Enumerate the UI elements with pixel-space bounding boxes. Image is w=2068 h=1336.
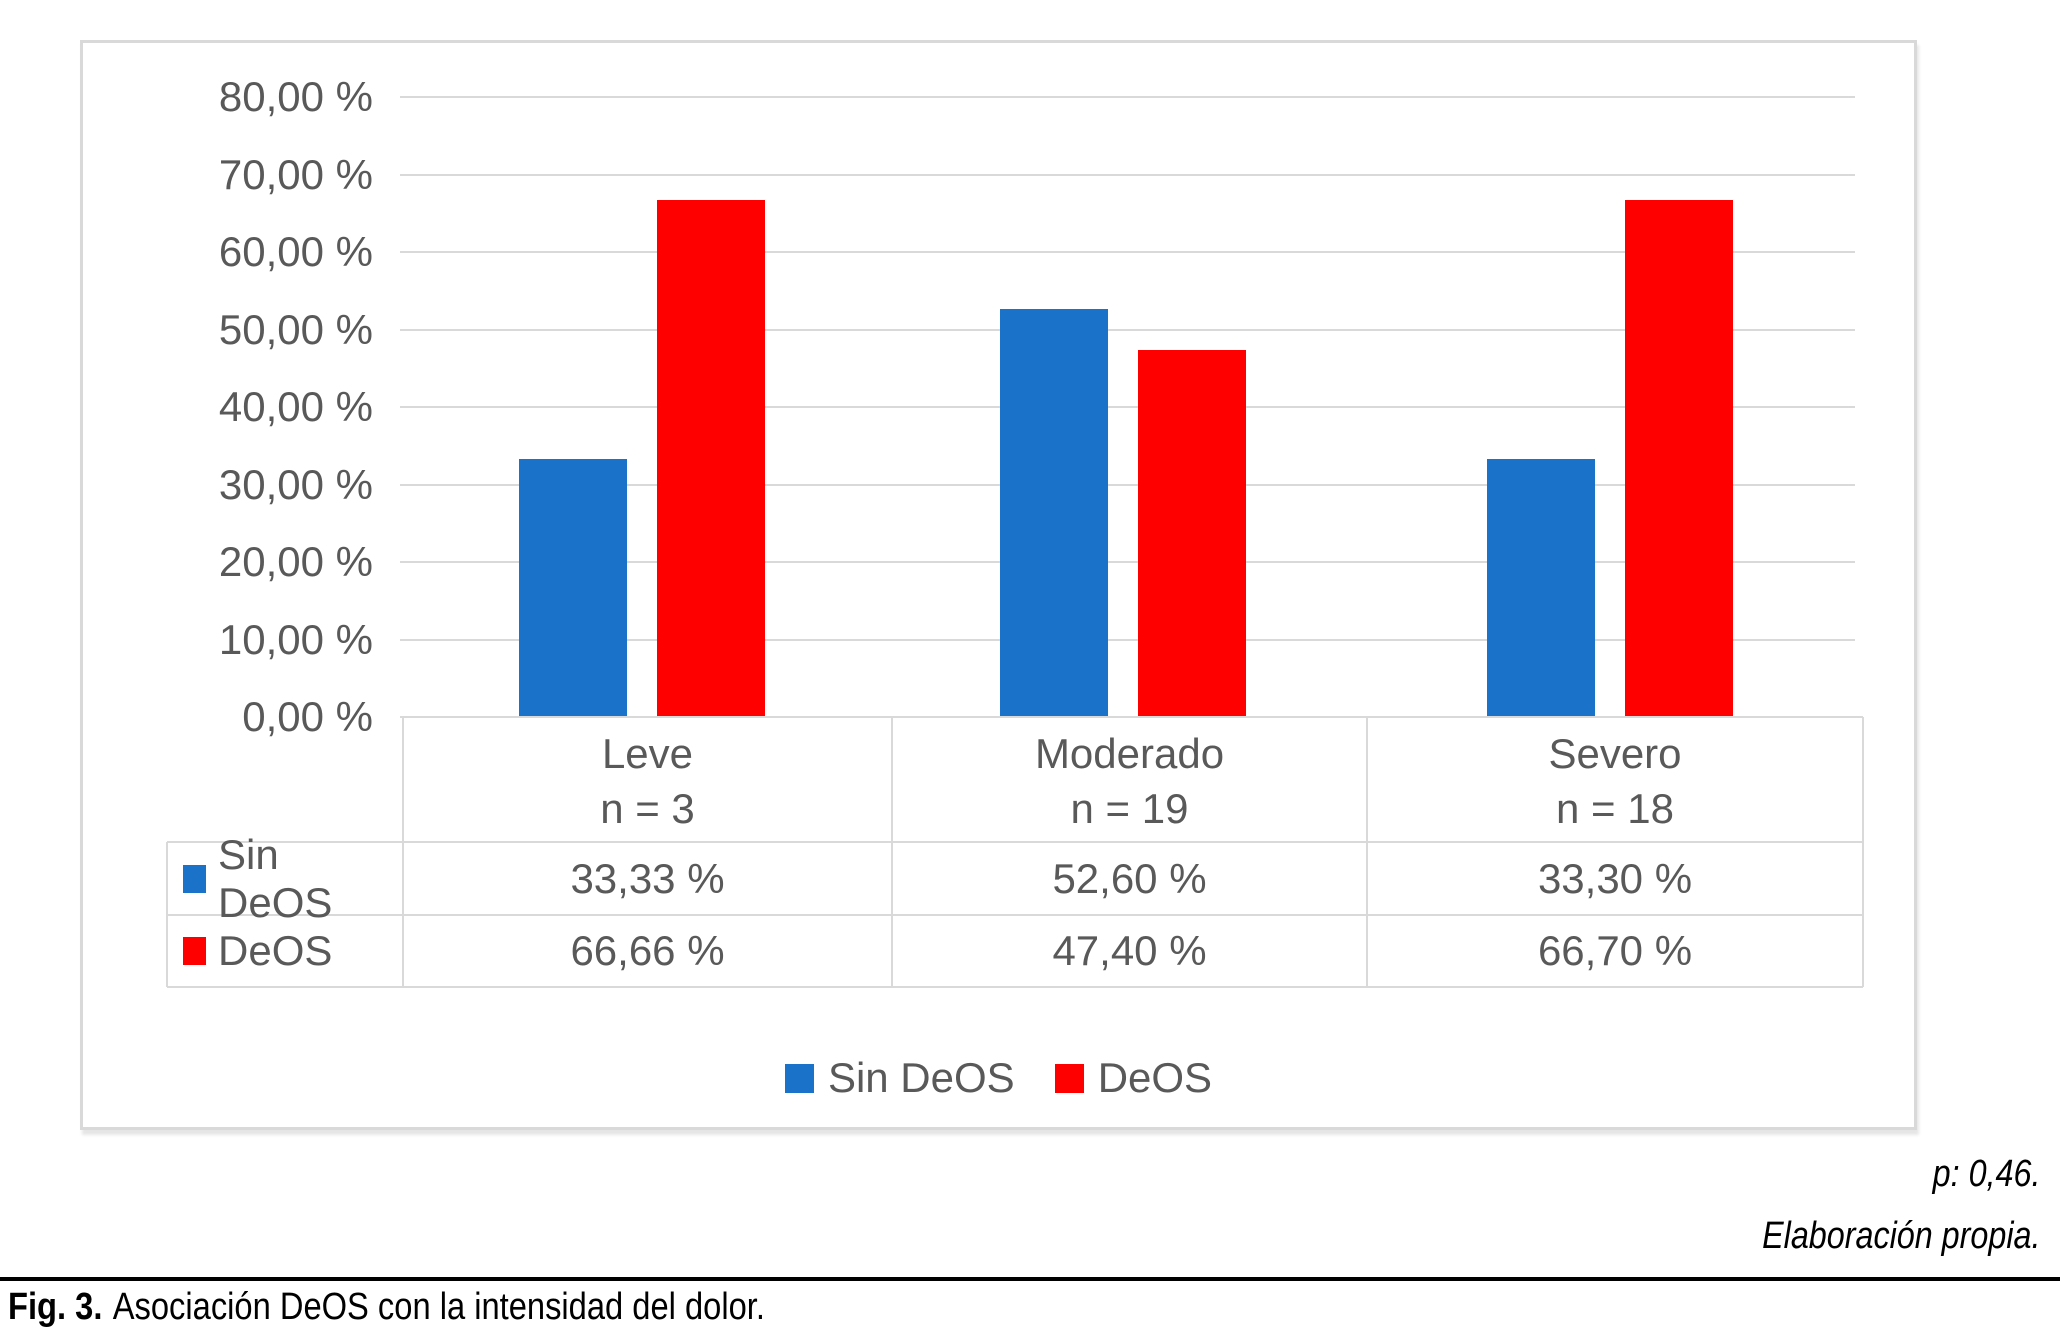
table-value-sin-deos-severo: 33,30 % [1537,854,1693,902]
legend-label: DeOS [1097,1054,1213,1101]
category-count: n = 19 [1070,784,1189,832]
table-vline-4 [1862,717,1864,987]
y-tick-label-30: 30,00 % [218,460,373,508]
table-vline-1 [402,717,404,987]
category-label: Leve [601,729,694,777]
gridline-20 [400,561,1855,563]
gridline-40 [400,406,1855,408]
table-row-label-sin-deos: Sin DeOS [167,831,403,926]
category-label: Severo [1548,729,1682,777]
sin-deos-legend-key-icon [784,1063,814,1093]
table-header-moderado: Moderado n = 19 [892,722,1367,839]
y-tick-label-20: 20,00 % [218,538,373,585]
figure-notes: p: 0,46. Elaboración propia. [1762,1146,2040,1264]
category-count: n = 18 [1556,784,1674,832]
legend-label: Sin DeOS [827,1054,1015,1101]
bar-sin-deos-moderado [1000,309,1108,717]
figure-caption-label: Fig. 3. [8,1286,103,1328]
sin-deos-legend-key-icon [183,864,206,893]
category-count: n = 3 [600,784,695,832]
deos-legend-key-icon [1054,1063,1084,1093]
gridline-50 [400,328,1855,331]
table-value-sin-deos-moderado: 52,60 % [1052,854,1207,902]
y-tick-label-60: 60,00 % [218,228,373,275]
y-tick-label-70: 70,00 % [218,150,373,198]
y-tick-label-50: 50,00 % [218,305,373,353]
caption-divider [0,1277,2060,1281]
chart-legend: Sin DeOS DeOS [80,1050,1917,1106]
y-tick-label-0: 0,00 % [242,693,373,740]
legend-item-sin-deos: Sin DeOS [784,1054,1015,1102]
table-value-deos-leve: 66,66 % [570,927,725,974]
table-hline-0 [400,716,1863,718]
bar-deos-severo [1625,200,1733,717]
bar-sin-deos-severo [1487,459,1595,717]
table-hline-3 [167,986,1863,988]
table-vline-3 [1366,717,1368,987]
table-vline-2 [891,717,893,987]
series-name: Sin DeOS [218,830,333,926]
bar-deos-leve [657,200,765,717]
table-value-deos-severo: 66,70 % [1537,927,1693,974]
bar-deos-moderado [1138,350,1246,717]
p-value-note: p: 0,46. [1932,1153,2040,1195]
table-value-deos-moderado: 47,40 % [1052,927,1207,974]
category-label: Moderado [1034,729,1225,777]
gridline-80 [400,96,1855,98]
table-header-severo: Severo n = 18 [1367,722,1863,839]
gridline-30 [400,483,1855,486]
y-tick-label-40: 40,00 % [218,383,373,430]
table-row-label-deos: DeOS [167,915,403,987]
y-tick-label-10: 10,00 % [218,615,373,663]
table-hline-2 [167,914,1863,916]
table-value-sin-deos-leve: 33,33 % [570,854,725,902]
deos-legend-key-icon [183,937,206,965]
table-vline-0 [166,842,168,987]
figure-caption-text: Asociación DeOS con la intensidad del do… [112,1286,765,1328]
gridline-60 [400,251,1855,253]
legend-item-deos: DeOS [1054,1054,1213,1102]
gridline-10 [400,638,1855,641]
table-hline-1 [167,841,1863,843]
chart-frame [80,40,1917,1130]
series-name: DeOS [218,927,333,974]
gridline-70 [400,173,1855,176]
figure-caption: Fig. 3. Asociación DeOS con la intensidad… [8,1284,765,1330]
table-header-leve: Leve n = 3 [403,722,892,839]
source-note: Elaboración propia. [1761,1215,2040,1257]
bar-sin-deos-leve [519,459,627,717]
y-tick-label-80: 80,00 % [218,73,373,120]
